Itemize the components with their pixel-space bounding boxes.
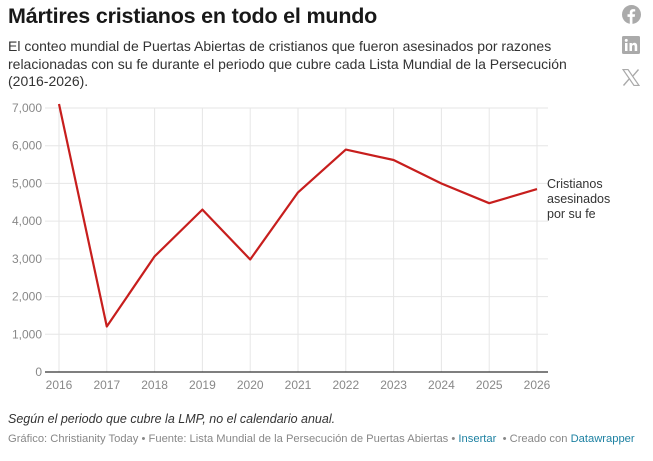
facebook-share-button[interactable] [620, 3, 642, 25]
x-tick-label: 2021 [285, 378, 312, 392]
series-direct-label: Cristianos [547, 177, 603, 191]
chart-description: El conteo mundial de Puertas Abiertas de… [8, 38, 567, 89]
y-tick-label: 6,000 [12, 139, 42, 153]
chart-notes: Según el periodo que cubre la LMP, no el… [8, 412, 336, 426]
x-tick-label: 2017 [93, 378, 120, 392]
byline: Gráfico: Christianity Today • Fuente: Li… [8, 433, 635, 445]
x-tick-label: 2020 [237, 378, 264, 392]
y-tick-label: 0 [35, 365, 42, 379]
x-tick-label: 2019 [189, 378, 216, 392]
chart-credit: Gráfico: Christianity Today [8, 433, 139, 445]
source-credit: Fuente: Lista Mundial de la Persecución … [148, 433, 449, 445]
linkedin-share-button[interactable] [620, 34, 642, 56]
y-tick-label: 5,000 [12, 176, 42, 190]
series-line-cristianos-asesinados [57, 103, 538, 328]
series-direct-label: por su fe [547, 207, 596, 221]
x-tick-label: 2026 [524, 378, 551, 392]
datawrapper-link[interactable]: Datawrapper [570, 433, 635, 445]
x-icon [622, 68, 640, 86]
x-tick-label: 2018 [141, 378, 168, 392]
x-tick-label: 2023 [380, 378, 407, 392]
x-tick-label: 2022 [332, 378, 359, 392]
x-tick-label: 2016 [46, 378, 73, 392]
linkedin-icon [622, 36, 640, 54]
embed-link[interactable]: Insertar [458, 433, 497, 445]
chart-title: Mártires cristianos en todo el mundo [8, 4, 378, 28]
y-tick-label: 2,000 [12, 290, 42, 304]
y-tick-label: 3,000 [12, 252, 42, 266]
y-tick-label: 4,000 [12, 214, 42, 228]
created-with-text: Creado con [509, 433, 571, 445]
x-share-button[interactable] [620, 66, 642, 88]
x-tick-label: 2024 [428, 378, 455, 392]
separator: • [496, 433, 510, 445]
y-tick-label: 1,000 [12, 327, 42, 341]
separator: • [448, 433, 459, 445]
x-tick-label: 2025 [476, 378, 503, 392]
facebook-icon [621, 4, 641, 24]
y-tick-label: 7,000 [12, 101, 42, 115]
series-direct-label: asesinados [547, 192, 610, 206]
separator: • [138, 433, 149, 445]
line-chart: 0 1,000 2,000 3,000 4,000 5,000 6,000 7,000 201… [12, 101, 610, 392]
